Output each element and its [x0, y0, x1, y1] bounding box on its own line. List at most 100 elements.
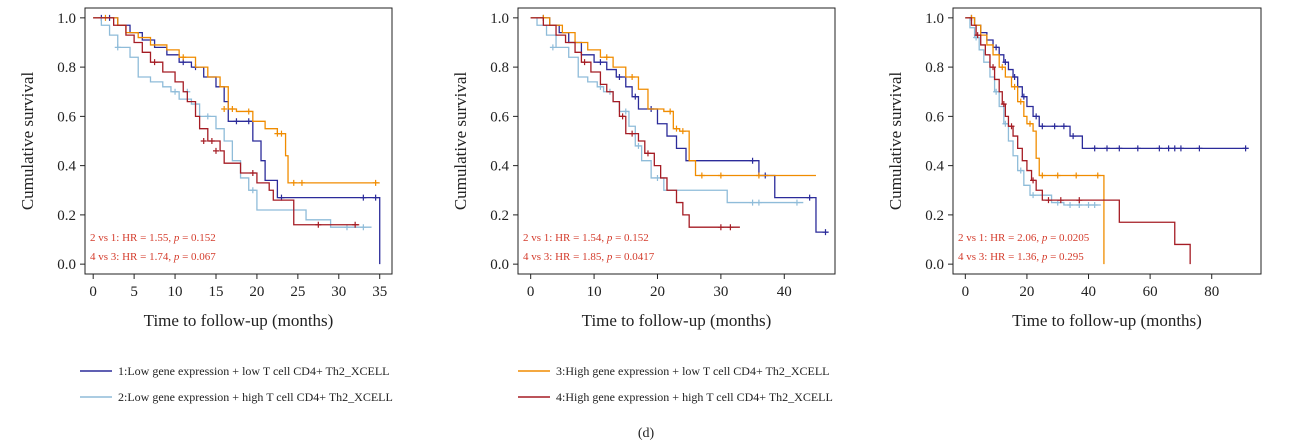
plot-frame [517, 7, 836, 275]
x-tick-label: 0 [962, 284, 970, 300]
censor-mark-group-1 [822, 229, 829, 236]
censor-mark-group-1 [1116, 145, 1123, 152]
y-tick-label: 0.8 [925, 60, 944, 76]
censor-mark-group-4 [1057, 197, 1064, 204]
censor-mark-group-2 [204, 113, 211, 120]
censor-mark-group-1 [1011, 73, 1018, 80]
y-tick-label: 1.0 [57, 11, 76, 27]
censor-mark-group-3 [603, 54, 610, 61]
censor-mark-group-2 [622, 108, 629, 115]
censor-mark-group-4 [1030, 177, 1037, 184]
censor-mark-group-3 [679, 128, 686, 135]
legend: 1:Low gene expression + low T cell CD4+ … [80, 364, 833, 404]
legend-label-4: 4:High gene expression + high T cell CD4… [556, 390, 833, 404]
censor-mark-group-2 [1085, 202, 1092, 209]
censor-mark-group-4 [727, 224, 734, 231]
censor-mark-group-3 [1094, 172, 1101, 179]
legend-label-2: 2:Low gene expression + high T cell CD4+… [118, 390, 393, 404]
censor-mark-group-2 [249, 187, 256, 194]
censor-mark-group-4 [1076, 197, 1083, 204]
censor-mark-group-4 [1008, 123, 1015, 130]
legend-entry-4: 4:High gene expression + high T cell CD4… [518, 390, 833, 404]
censor-mark-group-1 [245, 118, 252, 125]
censor-mark-group-2 [749, 199, 756, 206]
censor-mark-group-1 [372, 194, 379, 201]
km-curve-group-3 [965, 17, 1105, 265]
km-curve-group-1 [530, 17, 829, 233]
legend-entry-1: 1:Low gene expression + low T cell CD4+ … [80, 364, 390, 378]
y-tick-label: 0.4 [925, 159, 944, 175]
legend-label-3: 3:High gene expression + low T cell CD4+… [556, 364, 830, 378]
x-tick-label: 10 [168, 284, 183, 300]
km-panel-3: 0 20 40 60 80 0.0 0.2 0.4 0.6 0.8 1.0 Time to follo… [886, 7, 1262, 330]
km-curve-group-2 [965, 17, 1101, 206]
hr-annotation-1: 2 vs 1: HR = 1.54, p = 0.152 [523, 232, 649, 244]
censor-mark-group-1 [1156, 145, 1163, 152]
km-curve-group-1 [965, 17, 1249, 150]
censor-mark-group-1 [1134, 145, 1141, 152]
figure-caption: (d) [638, 426, 655, 441]
censor-mark-group-2 [360, 224, 367, 231]
x-axis-label: Time to follow-up (months) [582, 311, 772, 330]
censor-mark-group-1 [806, 194, 813, 201]
censor-mark-group-4 [717, 224, 724, 231]
censor-mark-group-1 [1177, 145, 1184, 152]
km-panel-2: 0 10 20 30 40 0.0 0.2 0.4 0.6 0.8 1.0 Time to follo… [451, 7, 836, 330]
censor-mark-group-2 [793, 199, 800, 206]
x-tick-label: 5 [130, 284, 138, 300]
censor-mark-group-1 [1165, 145, 1172, 152]
censor-mark-group-1 [1002, 59, 1009, 66]
censor-mark-group-1 [1070, 133, 1077, 140]
censor-mark-group-3 [1017, 98, 1024, 105]
censor-mark-group-2 [1067, 202, 1074, 209]
y-axis-label: Cumulative survival [451, 72, 470, 211]
y-tick-label: 0.6 [490, 109, 509, 125]
censor-mark-group-4 [212, 147, 219, 154]
censor-mark-group-4 [315, 221, 322, 228]
censor-mark-group-1 [1060, 123, 1067, 130]
censor-mark-group-3 [667, 108, 674, 115]
censor-mark-group-1 [1039, 123, 1046, 130]
censor-mark-group-4 [352, 221, 359, 228]
censor-mark-group-3 [673, 125, 680, 132]
censor-mark-group-3 [298, 179, 305, 186]
x-tick-label: 40 [1081, 284, 1096, 300]
y-tick-label: 0.6 [925, 109, 944, 125]
km-curve-group-2 [93, 17, 372, 228]
legend-entry-3: 3:High gene expression + low T cell CD4+… [518, 364, 830, 378]
censor-mark-group-4 [208, 138, 215, 144]
censor-mark-group-1 [1104, 145, 1110, 152]
y-tick-label: 0.0 [925, 257, 944, 273]
censor-mark-group-4 [619, 113, 626, 120]
km-curve-group-4 [530, 17, 740, 228]
censor-mark-group-3 [372, 179, 379, 186]
censor-mark-group-2 [993, 88, 1000, 95]
km-curve-group-3 [530, 17, 816, 177]
censor-mark-group-4 [151, 59, 158, 66]
y-tick-label: 0.0 [57, 257, 76, 273]
censor-mark-group-1 [1091, 145, 1098, 152]
censor-mark-group-4 [974, 32, 981, 39]
censor-mark-group-3 [1011, 83, 1018, 90]
censor-mark-group-3 [278, 130, 285, 137]
censor-mark-group-2 [755, 199, 762, 206]
y-axis-label: Cumulative survival [18, 72, 37, 211]
legend-label-1: 1:Low gene expression + low T cell CD4+ … [118, 364, 390, 378]
y-tick-label: 1.0 [490, 11, 509, 27]
censor-mark-group-3 [698, 172, 705, 179]
censor-mark-group-3 [1039, 172, 1046, 179]
censor-mark-group-3 [1054, 172, 1061, 179]
x-tick-label: 60 [1143, 284, 1158, 300]
censor-mark-group-3 [717, 172, 724, 179]
censor-mark-group-4 [200, 138, 207, 144]
censor-mark-group-2 [1002, 120, 1009, 127]
x-tick-label: 20 [1019, 284, 1034, 300]
censor-mark-group-2 [635, 142, 642, 149]
x-axis-label: Time to follow-up (months) [1012, 311, 1202, 330]
censor-mark-group-1 [233, 118, 240, 125]
y-tick-label: 0.6 [57, 109, 76, 125]
censor-mark-group-2 [1091, 202, 1098, 209]
censor-mark-group-2 [654, 174, 661, 181]
x-tick-label: 25 [290, 284, 305, 300]
km-curve-group-4 [965, 17, 1191, 265]
